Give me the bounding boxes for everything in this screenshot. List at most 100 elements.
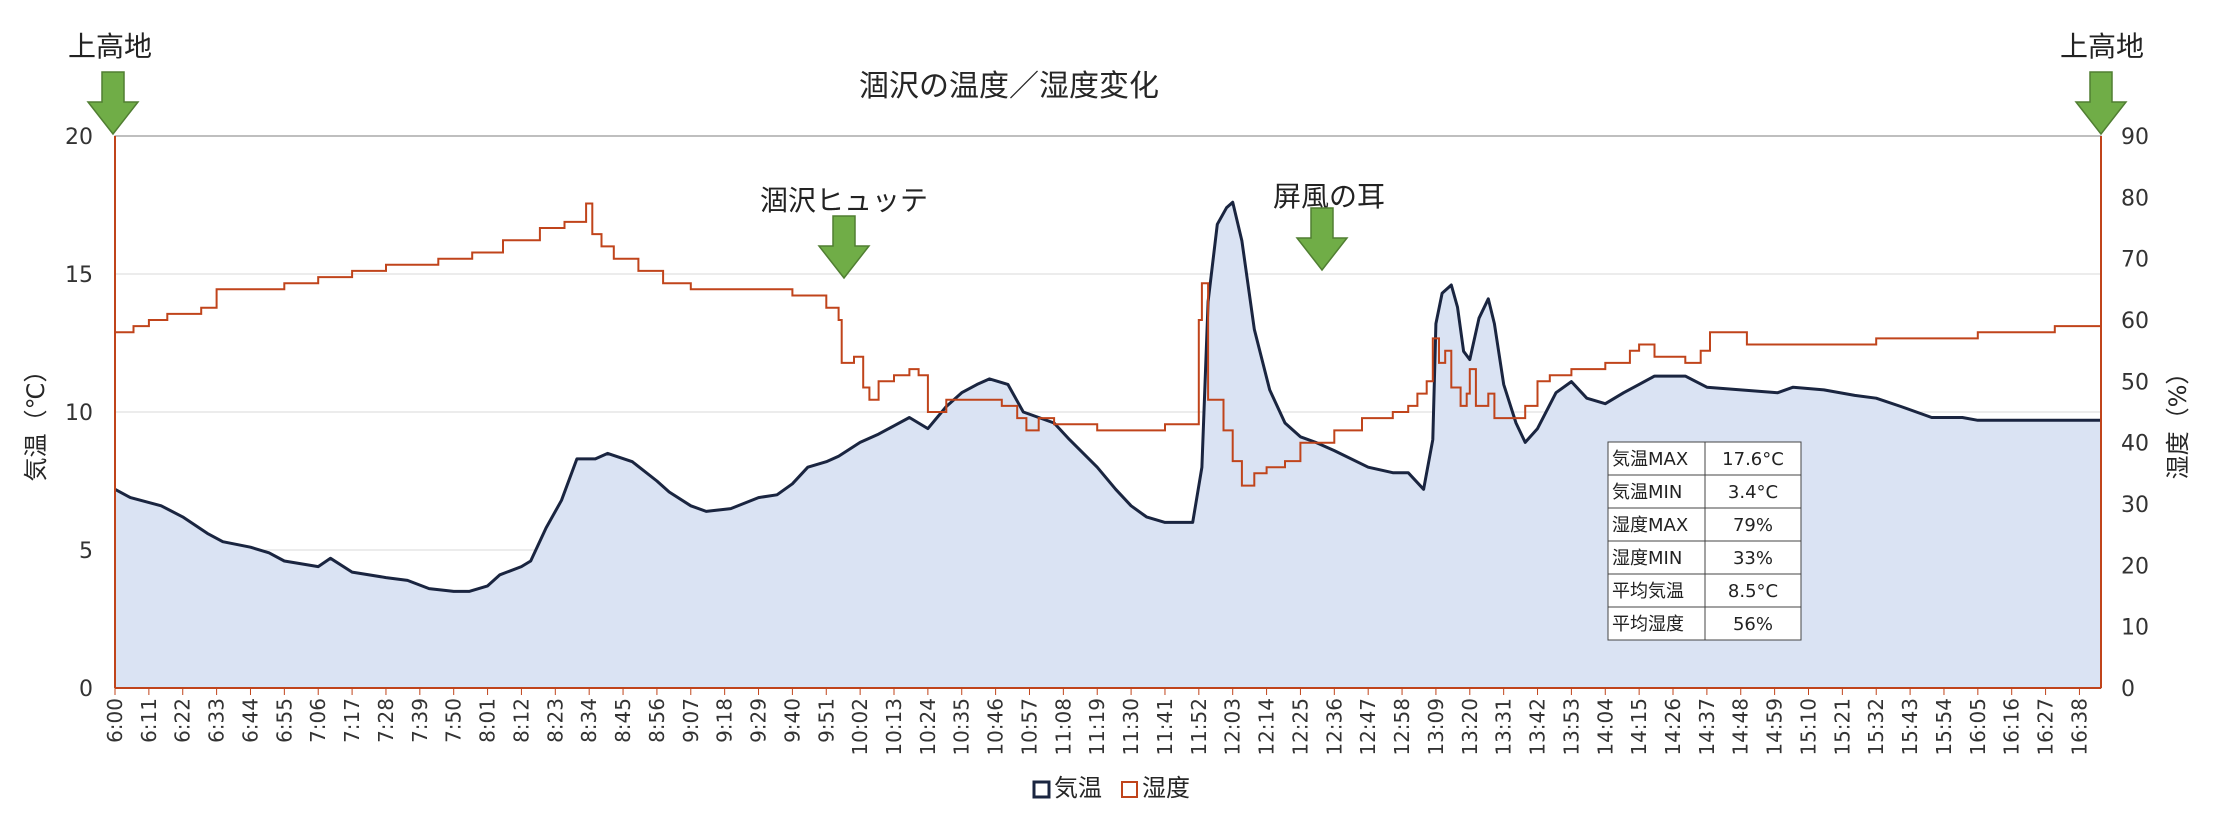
plot-area	[114, 135, 2102, 689]
y-tick-left: 5	[79, 539, 93, 564]
y-tick-right: 50	[2121, 370, 2149, 395]
x-tick-label: 12:25	[1288, 698, 1312, 756]
x-tick-label: 13:31	[1492, 698, 1516, 756]
y-tick-left: 10	[65, 401, 93, 426]
x-tick-label: 14:15	[1627, 698, 1651, 756]
x-tick-label: 10:02	[848, 698, 872, 756]
stats-table-value: 79%	[1733, 515, 1773, 536]
stats-table-value: 56%	[1733, 614, 1773, 635]
legend-swatch-humidity	[1121, 781, 1138, 798]
x-tick-label: 7:06	[306, 698, 330, 743]
x-tick-label: 9:51	[814, 698, 838, 743]
annotation-label: 上高地	[68, 30, 152, 63]
x-tick-label: 7:50	[442, 698, 466, 743]
y-axis-right-label: 湿度（%）	[2164, 361, 2192, 480]
x-tick-label: 11:08	[1051, 698, 1075, 756]
stats-table-key: 平均湿度	[1612, 614, 1684, 635]
y-tick-left: 0	[79, 677, 93, 702]
x-tick-label: 16:16	[2000, 698, 2024, 756]
y-tick-right: 10	[2121, 616, 2149, 641]
x-tick-label: 8:12	[509, 698, 533, 743]
annotation-label: 上高地	[2060, 30, 2144, 63]
legend-swatch-temperature	[1032, 780, 1051, 799]
x-tick-label: 6:00	[103, 698, 127, 743]
x-tick-label: 12:03	[1221, 698, 1245, 756]
x-tick-label: 7:39	[408, 698, 432, 743]
x-tick-label: 15:21	[1830, 698, 1854, 756]
x-tick-label: 10:24	[916, 698, 940, 756]
x-tick-label: 8:23	[543, 698, 567, 743]
x-tick-label: 6:33	[205, 698, 229, 743]
x-tick-label: 11:19	[1085, 698, 1109, 756]
x-tick-label: 13:42	[1526, 698, 1550, 756]
x-tick-label: 9:29	[747, 698, 771, 743]
stats-table-key: 気温MAX	[1612, 449, 1688, 470]
stats-table-key: 湿度MAX	[1612, 515, 1688, 536]
chart-title: 涸沢の温度／湿度変化	[859, 69, 1159, 104]
x-tick-label: 14:37	[1695, 698, 1719, 756]
x-tick-label: 8:34	[577, 698, 601, 743]
x-tick-label: 7:28	[374, 698, 398, 743]
y-tick-right: 20	[2121, 554, 2149, 579]
y-tick-right: 90	[2121, 125, 2149, 150]
x-tick-label: 13:09	[1424, 698, 1448, 756]
x-tick-label: 9:07	[679, 698, 703, 743]
x-tick-label: 14:48	[1729, 698, 1753, 756]
x-tick-label: 9:18	[713, 698, 737, 743]
down-arrow-icon	[817, 215, 871, 280]
x-tick-label: 6:22	[171, 698, 195, 743]
x-tick-label: 11:41	[1153, 698, 1177, 756]
stats-table-value: 33%	[1733, 548, 1773, 569]
x-tick-label: 11:52	[1187, 698, 1211, 756]
down-arrow-icon	[86, 71, 140, 136]
x-tick-label: 14:26	[1661, 698, 1685, 756]
x-tick-label: 6:55	[272, 698, 296, 743]
x-tick-label: 8:45	[611, 698, 635, 743]
y-tick-right: 80	[2121, 186, 2149, 211]
x-tick-label: 16:27	[2034, 698, 2058, 756]
down-arrow-icon	[1295, 207, 1349, 272]
y-ticks: 0 5 10 15 20 0 10 20 30 40 50 60 70 80 90	[65, 125, 2149, 702]
stats-table-key: 平均気温	[1612, 581, 1684, 602]
x-tick-label: 13:53	[1559, 698, 1583, 756]
x-tick-label: 10:13	[882, 698, 906, 756]
y-tick-left: 15	[65, 263, 93, 288]
x-tick-label: 9:40	[780, 698, 804, 743]
x-tick-label: 8:01	[476, 698, 500, 743]
y-tick-right: 30	[2121, 493, 2149, 518]
x-tick-label: 7:17	[340, 698, 364, 743]
y-tick-left: 20	[65, 125, 93, 150]
stats-table-value: 8.5°C	[1728, 581, 1778, 602]
legend-label-temperature: 気温	[1054, 774, 1102, 802]
temperature-line	[114, 200, 2101, 593]
down-arrow-icon	[2074, 71, 2128, 136]
x-tick-label: 15:54	[1932, 698, 1956, 756]
stats-table-key: 気温MIN	[1612, 482, 1682, 503]
x-ticks: 6:00 6:11 6:22 6:33 6:44 6:55 7:06 7:17 7:28 7:39…	[103, 688, 2091, 756]
x-tick-label: 12:58	[1390, 698, 1414, 756]
x-tick-label: 6:11	[137, 698, 161, 743]
x-tick-label: 10:57	[1018, 698, 1042, 756]
x-tick-label: 10:46	[984, 698, 1008, 756]
x-tick-label: 10:35	[950, 698, 974, 756]
temperature-area	[115, 202, 2101, 688]
x-tick-label: 16:38	[2067, 698, 2091, 756]
humidity-line	[115, 202, 2101, 487]
x-tick-label: 16:05	[1966, 698, 1990, 756]
x-tick-label: 6:44	[239, 698, 263, 743]
x-tick-label: 12:14	[1255, 698, 1279, 756]
x-tick-label: 11:30	[1119, 698, 1143, 756]
y-tick-right: 40	[2121, 432, 2149, 457]
stats-table: 気温MAX 17.6°C 気温MIN 3.4°C 湿度MAX 79% 湿度MIN 33% 平均気…	[1607, 441, 1802, 641]
x-tick-label: 12:47	[1356, 698, 1380, 756]
x-tick-label: 14:04	[1593, 698, 1617, 756]
annotation-label: 涸沢ヒュッテ	[760, 184, 928, 217]
x-tick-label: 15:10	[1797, 698, 1821, 756]
stats-table-value: 17.6°C	[1722, 449, 1784, 470]
x-tick-label: 12:36	[1322, 698, 1346, 756]
x-tick-label: 13:20	[1458, 698, 1482, 756]
x-tick-label: 8:56	[645, 698, 669, 743]
stats-table-value: 3.4°C	[1728, 482, 1778, 503]
legend: 気温 湿度	[1032, 774, 1190, 802]
